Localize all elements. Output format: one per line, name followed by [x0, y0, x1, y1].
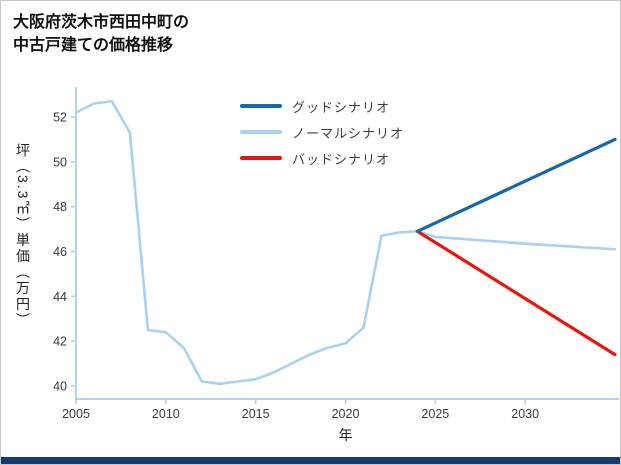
y-tick-label: 52: [53, 111, 67, 125]
legend-line-bad: [240, 156, 282, 160]
chart-title-line1: 大阪府茨木市西田中町の: [13, 14, 190, 31]
y-tick-label: 44: [53, 290, 67, 304]
series-line-good: [415, 137, 617, 233]
legend-item-bad: バッドシナリオ: [240, 147, 404, 169]
series-line-normal: [74, 100, 617, 386]
y-tick-label: 48: [53, 200, 67, 214]
legend-item-good: グッドシナリオ: [240, 95, 404, 117]
x-tick-label: 2015: [242, 407, 270, 421]
chart-title: 大阪府茨木市西田中町の 中古戸建ての価格推移: [13, 11, 189, 57]
bottom-bar: [1, 457, 620, 464]
series-line-bad: [415, 229, 617, 357]
x-tick-label: 2005: [62, 407, 90, 421]
legend-label-good: グッドシナリオ: [292, 99, 391, 115]
x-axis-label: 年: [338, 427, 353, 443]
y-tick-label: 50: [53, 155, 67, 169]
legend-label-bad: バッドシナリオ: [292, 151, 391, 167]
legend-line-good: [240, 104, 282, 108]
chart-title-line2: 中古戸建ての価格推移: [13, 37, 174, 54]
y-tick-label: 40: [53, 380, 67, 394]
legend-item-normal: ノーマルシナリオ: [240, 121, 404, 143]
y-tick-label: 42: [53, 335, 67, 349]
y-axis-label: 坪（3.3㎡）単価（万円）: [15, 143, 31, 329]
y-tick-label: 46: [53, 245, 67, 259]
legend-line-normal: [240, 130, 282, 134]
x-tick-label: 2020: [332, 407, 360, 421]
x-tick-label: 2010: [152, 407, 180, 421]
x-tick-label: 2025: [421, 407, 449, 421]
legend-label-normal: ノーマルシナリオ: [292, 125, 405, 141]
x-tick-label: 2030: [511, 407, 539, 421]
legend: グッドシナリオ ノーマルシナリオ バッドシナリオ: [240, 95, 404, 173]
